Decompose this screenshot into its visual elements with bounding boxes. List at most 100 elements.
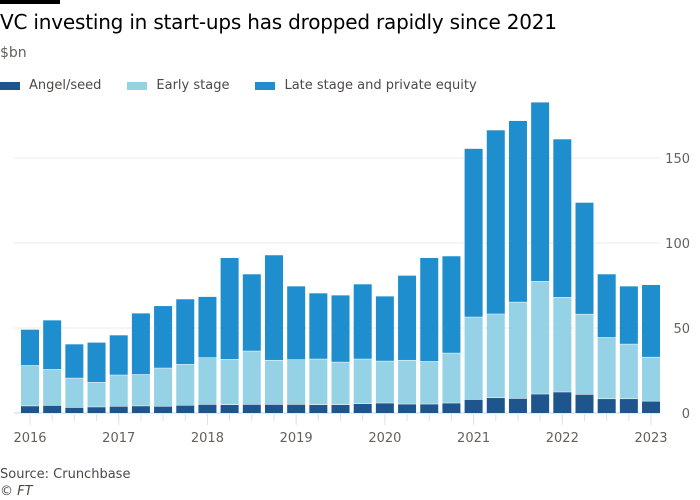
bar-late-stage-and-private-equity-21 <box>486 130 505 314</box>
bar-late-stage-and-private-equity-2 <box>65 344 84 378</box>
bar-angel-seed-23 <box>531 394 550 413</box>
bar-angel-seed-17 <box>398 404 417 413</box>
bar-late-stage-and-private-equity-12 <box>287 286 306 360</box>
bar-early-stage-14 <box>331 362 350 405</box>
bar-late-stage-and-private-equity-28 <box>642 284 661 357</box>
bar-late-stage-and-private-equity-1 <box>43 320 62 370</box>
bar-early-stage-25 <box>575 314 594 395</box>
legend-item-early-stage: Early stage <box>127 78 229 93</box>
bar-late-stage-and-private-equity-14 <box>331 295 350 362</box>
bar-angel-seed-12 <box>287 404 306 413</box>
bar-angel-seed-24 <box>553 392 572 413</box>
bar-late-stage-and-private-equity-20 <box>464 148 483 317</box>
bar-late-stage-and-private-equity-15 <box>353 284 372 359</box>
bar-late-stage-and-private-equity-7 <box>176 299 195 365</box>
bar-early-stage-15 <box>353 359 372 404</box>
bar-late-stage-and-private-equity-23 <box>531 102 550 282</box>
bar-early-stage-16 <box>375 361 394 403</box>
bar-late-stage-and-private-equity-4 <box>109 335 128 375</box>
x-tick-label: 2021 <box>457 431 490 446</box>
bar-angel-seed-20 <box>464 399 483 413</box>
bar-late-stage-and-private-equity-8 <box>198 296 217 358</box>
legend-label-angel-seed: Angel/seed <box>29 78 102 93</box>
chart-title: VC investing in start-ups has dropped ra… <box>0 10 557 34</box>
bar-angel-seed-16 <box>375 403 394 413</box>
bar-angel-seed-27 <box>619 399 638 413</box>
bar-angel-seed-5 <box>131 406 150 413</box>
legend-label-late-stage: Late stage and private equity <box>284 78 477 93</box>
x-tick-label: 2023 <box>634 431 667 446</box>
bar-early-stage-21 <box>486 314 505 398</box>
bar-late-stage-and-private-equity-9 <box>220 257 239 360</box>
bar-angel-seed-7 <box>176 405 195 413</box>
legend-item-late-stage: Late stage and private equity <box>255 78 477 93</box>
bar-early-stage-6 <box>154 368 173 407</box>
bar-early-stage-23 <box>531 281 550 394</box>
legend-swatch-angel-seed <box>0 81 20 90</box>
bar-angel-seed-28 <box>642 401 661 413</box>
bar-early-stage-27 <box>619 344 638 399</box>
bar-early-stage-1 <box>43 369 62 406</box>
bar-early-stage-5 <box>131 374 150 406</box>
bar-angel-seed-10 <box>242 404 261 413</box>
bar-angel-seed-6 <box>154 406 173 413</box>
legend-swatch-early-stage <box>127 81 148 90</box>
bar-angel-seed-19 <box>442 403 461 413</box>
source-note: Source: Crunchbase <box>0 467 131 482</box>
x-tick-label: 2019 <box>280 431 313 446</box>
bar-late-stage-and-private-equity-18 <box>420 257 439 362</box>
axes: 0 50 100 150 2016 2017 2018 2019 2020 2021 2022 202… <box>13 152 690 446</box>
bar-late-stage-and-private-equity-13 <box>309 293 328 359</box>
bar-late-stage-and-private-equity-3 <box>87 342 106 383</box>
bars <box>21 102 661 413</box>
bar-angel-seed-11 <box>264 404 283 413</box>
bar-early-stage-7 <box>176 364 195 406</box>
bar-late-stage-and-private-equity-17 <box>398 275 417 360</box>
bar-late-stage-and-private-equity-0 <box>21 329 39 366</box>
bar-angel-seed-13 <box>309 405 328 413</box>
stacked-bar-chart: 0 50 100 150 2016 2017 2018 2019 2020 2021 2022 202… <box>13 102 690 446</box>
bar-early-stage-2 <box>65 378 84 408</box>
bar-angel-seed-3 <box>87 407 106 413</box>
bar-early-stage-28 <box>642 357 661 401</box>
bar-late-stage-and-private-equity-22 <box>508 120 527 302</box>
bar-angel-seed-14 <box>331 405 350 413</box>
bar-late-stage-and-private-equity-26 <box>597 274 616 338</box>
bar-early-stage-19 <box>442 353 461 403</box>
legend-swatch-late-stage <box>255 81 276 90</box>
bar-late-stage-and-private-equity-25 <box>575 202 594 314</box>
bar-late-stage-and-private-equity-24 <box>553 139 572 298</box>
bar-angel-seed-21 <box>486 398 505 413</box>
y-tick-label: 0 <box>682 407 690 422</box>
bar-angel-seed-25 <box>575 394 594 413</box>
bar-late-stage-and-private-equity-27 <box>619 286 638 344</box>
bar-angel-seed-26 <box>597 399 616 413</box>
bar-early-stage-22 <box>508 302 527 399</box>
x-tick-label: 2018 <box>191 431 224 446</box>
bar-early-stage-4 <box>109 375 128 407</box>
bar-early-stage-18 <box>420 361 439 404</box>
bar-early-stage-24 <box>553 297 572 392</box>
legend-label-early-stage: Early stage <box>156 78 230 93</box>
bar-angel-seed-15 <box>353 403 372 413</box>
x-tick-label: 2017 <box>102 431 135 446</box>
bar-angel-seed-4 <box>109 406 128 413</box>
bar-late-stage-and-private-equity-6 <box>154 306 173 368</box>
bar-late-stage-and-private-equity-10 <box>242 274 261 351</box>
y-tick-label: 150 <box>665 152 690 167</box>
bar-late-stage-and-private-equity-16 <box>375 296 394 361</box>
x-tick-label: 2020 <box>368 431 401 446</box>
x-tick-label: 2016 <box>13 431 46 446</box>
bar-early-stage-17 <box>398 360 417 404</box>
bar-late-stage-and-private-equity-5 <box>131 313 150 375</box>
x-tick-label: 2022 <box>546 431 579 446</box>
bar-early-stage-26 <box>597 337 616 399</box>
bar-late-stage-and-private-equity-11 <box>264 255 283 360</box>
bar-early-stage-8 <box>198 357 217 405</box>
bar-early-stage-13 <box>309 359 328 405</box>
bar-angel-seed-2 <box>65 407 84 413</box>
bar-late-stage-and-private-equity-19 <box>442 256 461 353</box>
bar-angel-seed-9 <box>220 405 239 413</box>
copyright: © FT <box>0 484 33 499</box>
bar-early-stage-12 <box>287 359 306 405</box>
